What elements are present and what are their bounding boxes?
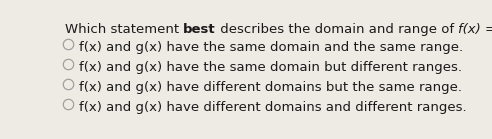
Text: f(x) and g(x) have the same domain but different ranges.: f(x) and g(x) have the same domain but d… bbox=[79, 61, 461, 74]
Text: best: best bbox=[183, 23, 215, 36]
Text: f(x) and g(x) have different domains and different ranges.: f(x) and g(x) have different domains and… bbox=[79, 101, 466, 114]
Text: Which statement: Which statement bbox=[64, 23, 183, 36]
Text: f(x) and g(x) have different domains but the same range.: f(x) and g(x) have different domains but… bbox=[79, 81, 461, 94]
Text: f(x) and g(x) have the same domain and the same range.: f(x) and g(x) have the same domain and t… bbox=[79, 41, 462, 54]
Text: f(x) = –(7): f(x) = –(7) bbox=[458, 23, 492, 36]
Text: describes the domain and range of: describes the domain and range of bbox=[215, 23, 458, 36]
